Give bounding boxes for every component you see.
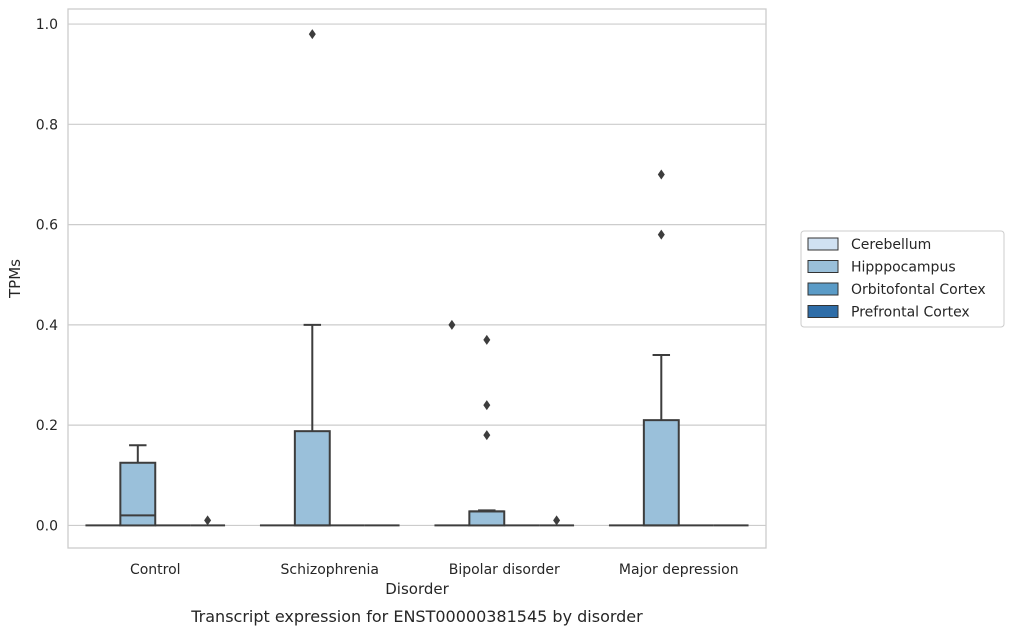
y-tick-label: 0.4 [36,318,58,334]
box-hipppocampus [119,444,157,527]
outlier-point [657,229,665,240]
legend-swatch [807,237,839,251]
x-axis-ticks: Control Schizophrenia Bipolar disorder Majo… [130,562,739,578]
y-tick-label: 1.0 [36,17,58,33]
box-iqr [468,510,506,527]
legend-frame [800,230,1005,328]
y-tick-label: 0.0 [36,518,58,534]
outlier-point [483,400,491,411]
outlier-point [448,319,456,330]
y-tick-label: 0.8 [36,117,58,133]
legend: Cerebellum Hipppocampus Orbitofontal Corte… [800,230,1005,328]
legend-label: Hipppocampus [851,260,956,276]
outlier-point [308,29,316,40]
box-hipppocampus [642,169,680,527]
x-tick-label: Control [130,562,181,578]
plot-frame [67,8,767,549]
box-series [85,29,749,527]
y-axis-label: TPMs [6,259,24,299]
box-hipppocampus [468,334,506,527]
outlier-point [204,515,212,526]
legend-label: Prefrontal Cortex [851,305,970,321]
x-tick-label: Schizophrenia [281,562,379,578]
box-hipppocampus [293,29,331,527]
x-tick-label: Major depression [619,562,739,578]
legend-swatch [807,305,839,318]
box-iqr [293,430,331,527]
x-tick-label: Bipolar disorder [449,562,560,578]
chart-caption: Transcript expression for ENST0000038154… [190,607,643,626]
outlier-point [657,169,665,180]
box-iqr [642,419,680,527]
box-prefrontal-cortex [539,515,575,527]
outlier-point [483,334,491,345]
y-tick-label: 0.6 [36,218,58,234]
legend-swatch [807,282,839,296]
x-axis-label: Disorder [385,580,449,598]
legend-swatch [807,260,839,273]
box-prefrontal-cortex [190,515,226,527]
outlier-point [553,515,561,526]
y-axis-ticks: 0.0 0.2 0.4 0.6 0.8 1.0 [36,17,58,534]
outlier-point [483,430,491,441]
box-cerebellum [434,319,470,527]
legend-label: Cerebellum [851,237,931,253]
y-tick-label: 0.2 [36,418,58,434]
legend-label: Orbitofontal Cortex [851,282,986,298]
